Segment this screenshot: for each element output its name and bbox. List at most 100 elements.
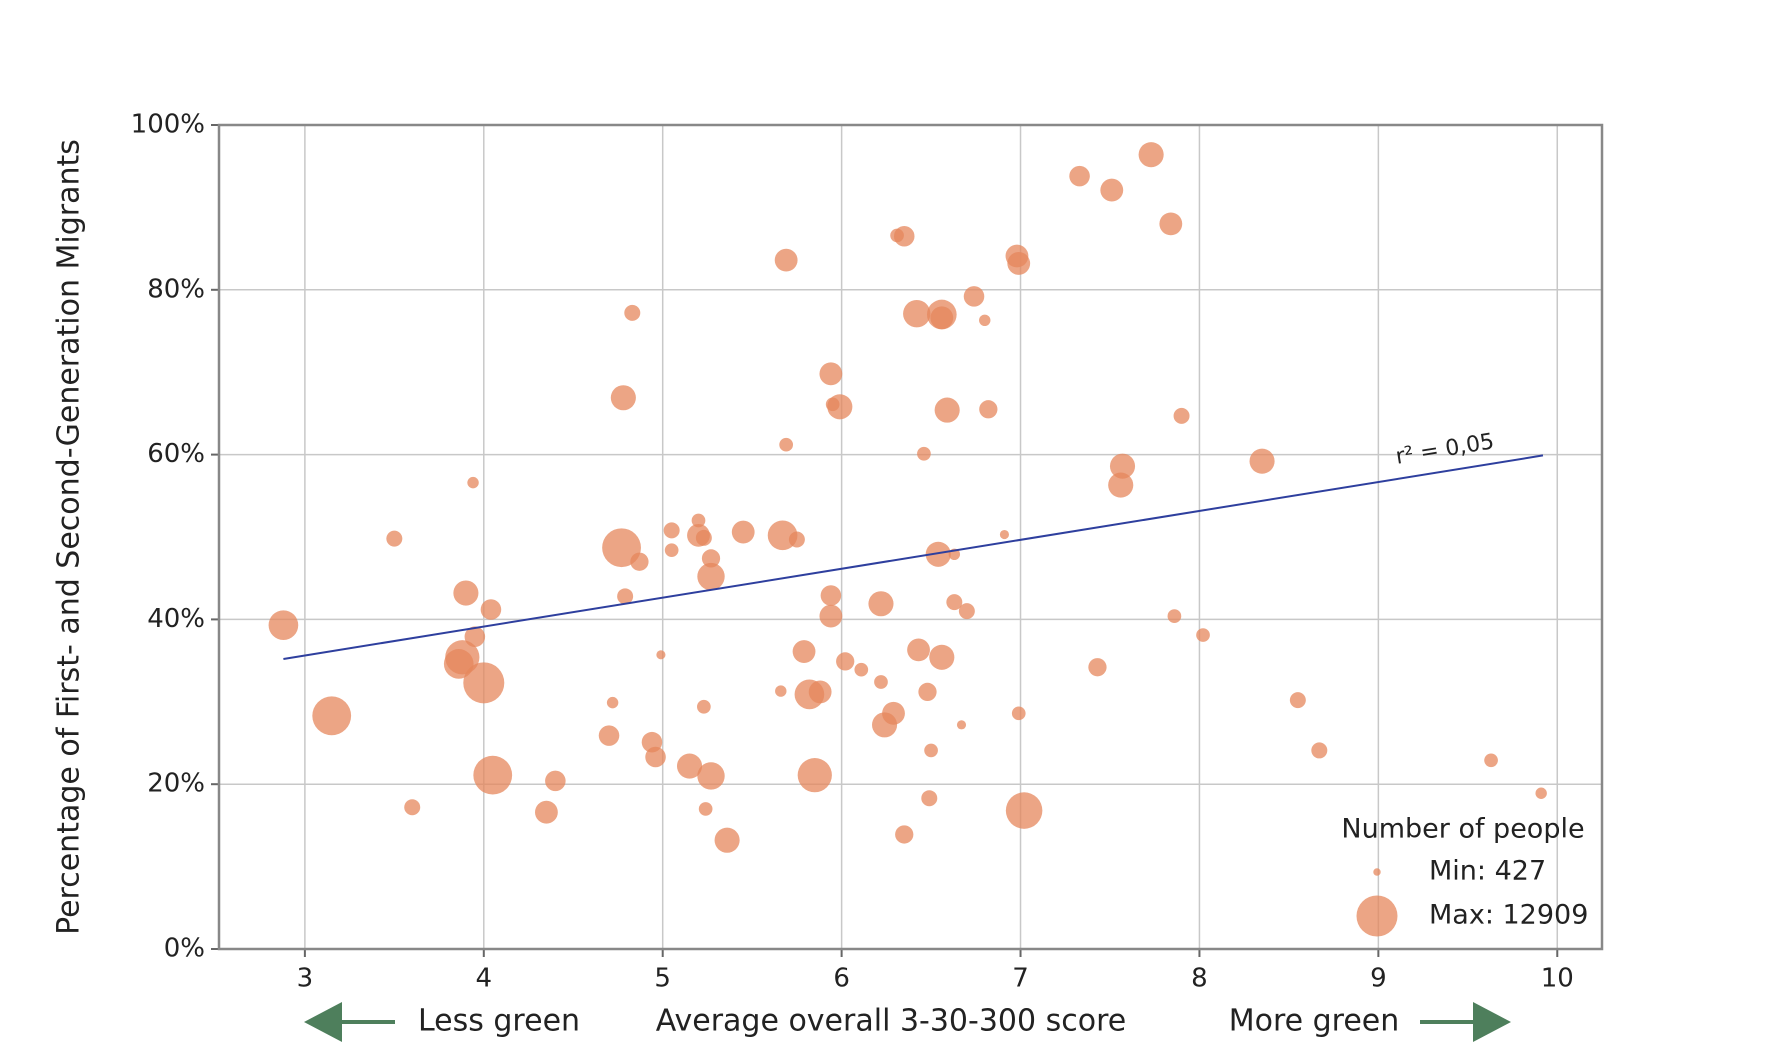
y-axis-label: Percentage of First- and Second-Generati…	[52, 139, 87, 935]
x-tick-label: 7	[1012, 964, 1029, 994]
bubble	[934, 397, 960, 423]
bubble	[443, 649, 474, 679]
bubble	[946, 594, 963, 611]
plot-frame	[217, 123, 1604, 951]
bubble	[1196, 628, 1210, 642]
bubble	[624, 304, 641, 321]
left-arrow	[304, 1002, 395, 1042]
bubble	[1088, 658, 1107, 677]
bubble	[836, 652, 855, 671]
y-tick-label: 60%	[147, 439, 205, 469]
bubble	[827, 394, 853, 420]
bubble	[1167, 609, 1182, 623]
x-tick-label: 8	[1191, 964, 1208, 994]
right-arrow	[1420, 1002, 1511, 1042]
x-tick-label: 3	[297, 964, 314, 994]
bubble	[606, 696, 619, 709]
bubble	[598, 725, 620, 746]
bubble	[925, 541, 951, 567]
bubbles	[268, 142, 1547, 853]
bubble	[979, 400, 998, 419]
bubble	[808, 680, 832, 704]
trend-annotation: r² = 0,05	[1394, 429, 1496, 470]
bubble	[714, 827, 740, 853]
bubble	[386, 530, 403, 547]
y-tick-label: 40%	[147, 604, 205, 634]
legend-bubble	[1373, 868, 1381, 876]
bubble	[467, 476, 479, 489]
bubble	[1007, 252, 1031, 275]
bubble	[820, 585, 842, 606]
bubble	[1159, 212, 1183, 236]
bubble	[1011, 706, 1026, 721]
bubble	[874, 675, 888, 689]
y-tick-label: 20%	[147, 769, 205, 799]
x-tick-label: 9	[1370, 964, 1387, 994]
bubble	[701, 549, 721, 568]
bubble	[819, 362, 843, 386]
bubble	[1005, 792, 1043, 829]
bubble	[918, 682, 937, 702]
bubble	[1108, 472, 1134, 498]
less-green-label: Less green	[418, 1004, 580, 1039]
x-tick-label: 10	[1541, 964, 1574, 994]
bubble	[473, 755, 513, 795]
x-axis-label: Average overall 3-30-300 score	[656, 1004, 1127, 1039]
bubble	[963, 286, 985, 307]
bubble	[1100, 178, 1124, 202]
bubble	[676, 753, 703, 779]
bubble	[882, 701, 905, 725]
legend-bubble	[1356, 895, 1398, 937]
bubble	[731, 520, 755, 544]
y-tick-label: 80%	[147, 274, 205, 304]
bubble	[663, 522, 680, 539]
bubble	[698, 802, 713, 816]
bubble	[691, 513, 706, 528]
bubble	[697, 762, 725, 790]
bubble	[921, 790, 938, 807]
bubble	[312, 696, 352, 736]
bubble	[779, 437, 794, 452]
bubble	[774, 248, 798, 272]
bubble	[924, 743, 938, 758]
y-tick-label: 100%	[131, 110, 205, 140]
bubble	[929, 644, 955, 670]
bubble	[930, 306, 954, 330]
bubble	[775, 685, 787, 697]
x-tick-label: 6	[833, 964, 850, 994]
bubble	[958, 603, 975, 620]
bubble	[697, 699, 711, 714]
legend-label: Min: 427	[1429, 856, 1546, 887]
bubble	[268, 610, 299, 641]
bubble	[535, 800, 558, 824]
bubble	[1289, 692, 1306, 709]
bubble	[1109, 453, 1136, 479]
bubble	[979, 314, 991, 326]
bubble	[545, 770, 566, 792]
bubble	[903, 300, 931, 328]
bubble	[1249, 448, 1275, 474]
bubble	[464, 626, 486, 647]
bubble	[463, 662, 505, 704]
bubble	[893, 225, 915, 247]
x-tick-label: 5	[654, 964, 671, 994]
bubble	[819, 604, 843, 628]
bubble	[697, 562, 725, 591]
bubble	[999, 529, 1009, 540]
bubble	[868, 591, 894, 617]
y-tick-label: 0%	[164, 934, 205, 964]
legend-title: Number of people	[1341, 814, 1584, 845]
bubble	[788, 531, 805, 548]
bubble	[610, 385, 636, 411]
bubble	[895, 825, 914, 844]
bubble	[854, 662, 869, 677]
more-green-label: More green	[1229, 1004, 1400, 1039]
bubble	[664, 543, 679, 558]
bubble	[617, 588, 634, 605]
bubble	[907, 638, 930, 662]
bubble	[480, 599, 502, 620]
bubble	[404, 799, 421, 816]
bubble	[602, 528, 641, 568]
bubble	[917, 446, 931, 461]
